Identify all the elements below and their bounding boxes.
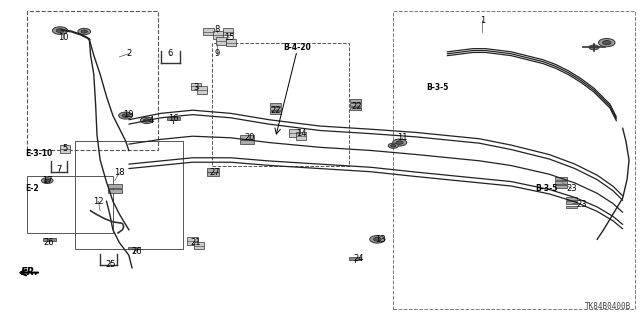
- Bar: [204, 28, 214, 35]
- Text: B-3-5: B-3-5: [535, 184, 557, 193]
- Circle shape: [374, 237, 381, 241]
- Bar: [269, 107, 281, 110]
- Bar: [213, 31, 223, 38]
- Text: FR.: FR.: [20, 267, 38, 277]
- Circle shape: [56, 29, 64, 32]
- Circle shape: [78, 28, 91, 35]
- Bar: [207, 172, 220, 176]
- Text: 13: 13: [375, 235, 386, 244]
- Text: 14: 14: [296, 129, 306, 138]
- Text: 11: 11: [397, 133, 408, 142]
- Circle shape: [603, 41, 611, 45]
- Bar: [127, 247, 140, 250]
- Bar: [212, 43, 349, 166]
- Text: 10: 10: [58, 33, 68, 42]
- Bar: [394, 11, 636, 309]
- Text: 22: 22: [352, 101, 362, 111]
- Bar: [75, 141, 183, 249]
- Bar: [43, 238, 56, 241]
- Bar: [350, 107, 362, 110]
- Text: 23: 23: [576, 200, 587, 209]
- Bar: [60, 145, 70, 153]
- Bar: [289, 129, 300, 137]
- Text: 8: 8: [214, 25, 220, 35]
- Bar: [240, 135, 253, 139]
- Text: 15: 15: [224, 33, 235, 42]
- Bar: [555, 177, 566, 180]
- Text: B-4-20: B-4-20: [283, 43, 311, 52]
- Bar: [296, 132, 306, 140]
- Circle shape: [122, 114, 129, 117]
- Bar: [194, 242, 204, 250]
- Bar: [269, 103, 281, 106]
- Bar: [27, 11, 157, 150]
- Text: 19: 19: [124, 109, 134, 118]
- Bar: [269, 111, 281, 114]
- Text: 3: 3: [193, 83, 198, 92]
- Circle shape: [391, 144, 396, 147]
- Text: 5: 5: [63, 144, 68, 153]
- Text: 17: 17: [42, 176, 52, 185]
- Circle shape: [598, 38, 615, 47]
- Bar: [350, 103, 362, 106]
- Text: B-3-5: B-3-5: [427, 83, 449, 92]
- Bar: [167, 117, 180, 120]
- Bar: [197, 86, 207, 94]
- Bar: [240, 140, 253, 144]
- Circle shape: [370, 236, 385, 243]
- Text: 6: 6: [168, 49, 173, 58]
- Circle shape: [42, 178, 53, 183]
- Text: 21: 21: [191, 238, 201, 247]
- Circle shape: [52, 27, 68, 34]
- Circle shape: [589, 45, 599, 50]
- Bar: [555, 181, 566, 184]
- Text: 4: 4: [148, 116, 154, 125]
- Bar: [566, 197, 577, 200]
- Text: 23: 23: [566, 184, 577, 193]
- Text: 7: 7: [56, 165, 61, 174]
- Circle shape: [393, 139, 406, 146]
- Circle shape: [140, 117, 153, 124]
- Text: 1: 1: [480, 16, 485, 25]
- Bar: [27, 176, 113, 233]
- Text: 26: 26: [44, 238, 54, 247]
- Bar: [566, 201, 577, 204]
- Circle shape: [396, 141, 403, 144]
- Text: 18: 18: [114, 168, 125, 177]
- Bar: [223, 28, 233, 35]
- Bar: [207, 168, 220, 172]
- Text: 16: 16: [168, 114, 179, 123]
- Text: E-3-10: E-3-10: [25, 149, 52, 158]
- Circle shape: [143, 119, 150, 122]
- Bar: [226, 39, 236, 46]
- Text: 25: 25: [106, 260, 116, 269]
- Bar: [216, 37, 227, 45]
- Bar: [188, 237, 198, 245]
- Text: 26: 26: [132, 247, 143, 257]
- Circle shape: [118, 112, 132, 119]
- Bar: [108, 189, 122, 193]
- Text: 27: 27: [209, 168, 220, 177]
- Circle shape: [81, 30, 88, 33]
- Bar: [555, 185, 566, 188]
- Text: TK84B0400B: TK84B0400B: [585, 302, 631, 311]
- Text: 20: 20: [244, 133, 255, 142]
- Text: 22: 22: [270, 106, 281, 115]
- Text: 2: 2: [126, 49, 131, 58]
- Text: 12: 12: [93, 197, 104, 206]
- Text: 24: 24: [353, 254, 364, 263]
- Circle shape: [388, 143, 398, 148]
- Bar: [108, 184, 122, 188]
- Text: 9: 9: [214, 49, 220, 58]
- Bar: [191, 83, 201, 90]
- Circle shape: [44, 179, 50, 182]
- Bar: [350, 99, 362, 102]
- Text: E-2: E-2: [26, 184, 39, 193]
- Bar: [349, 257, 362, 260]
- Bar: [566, 205, 577, 208]
